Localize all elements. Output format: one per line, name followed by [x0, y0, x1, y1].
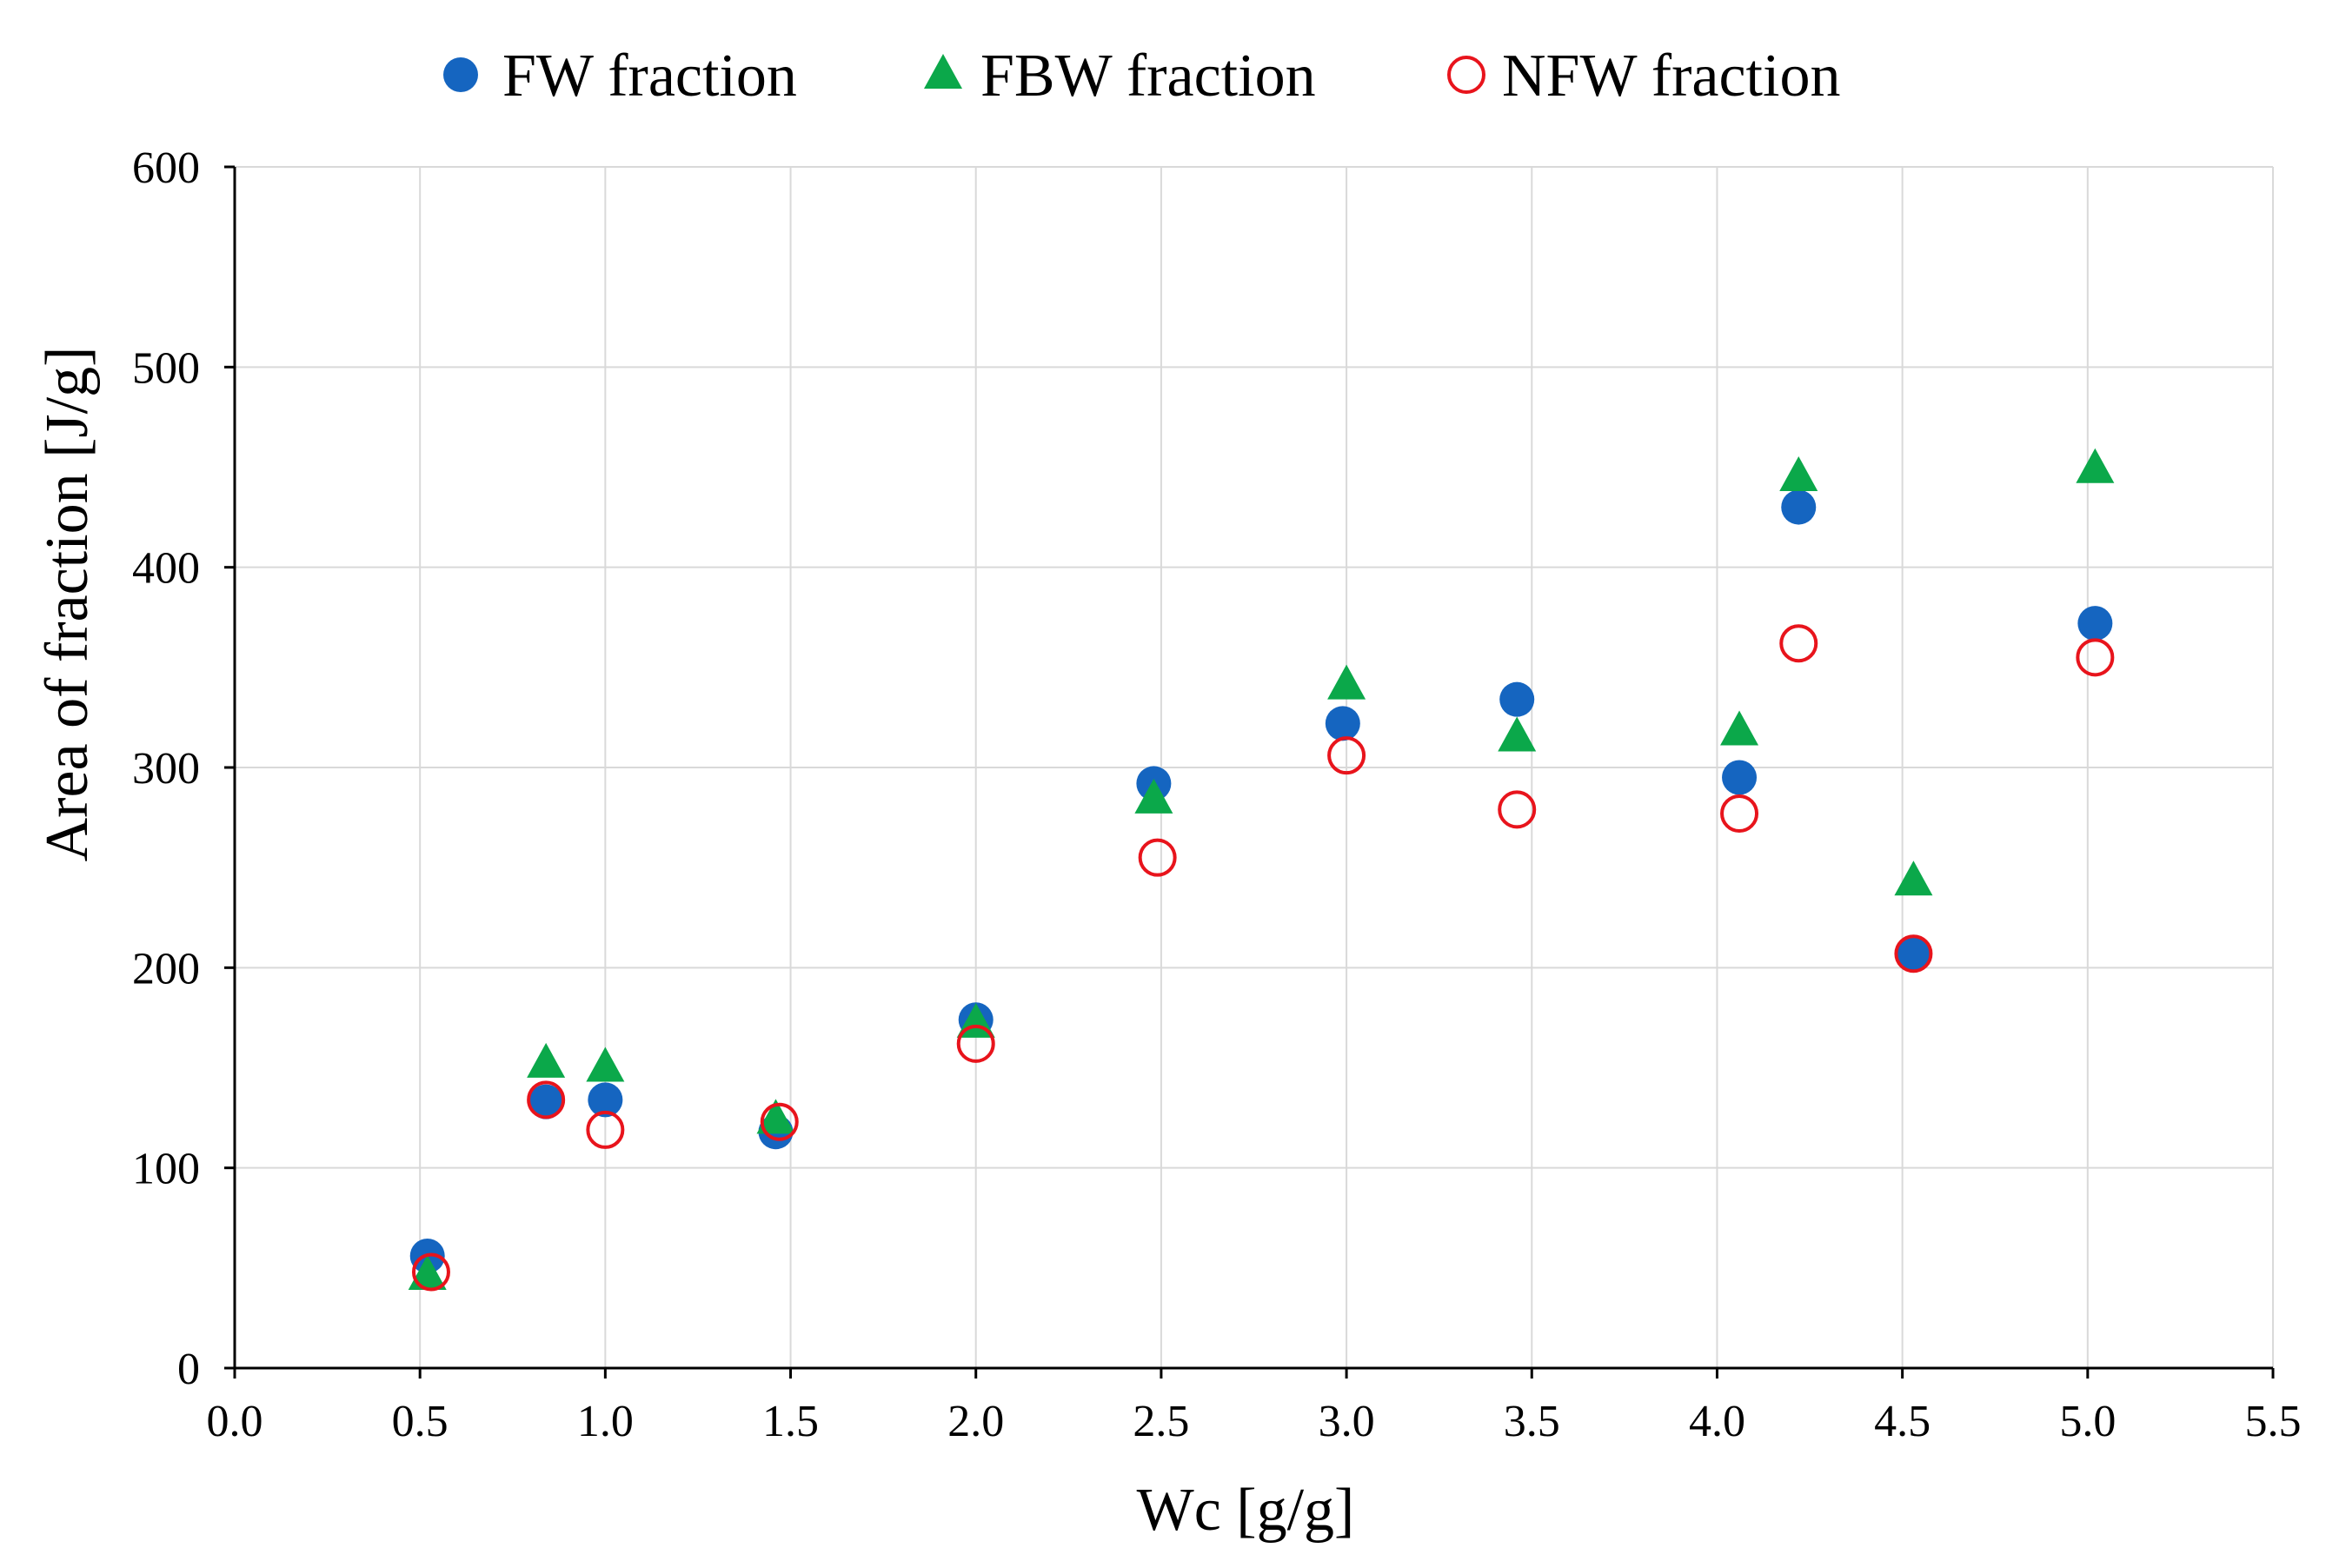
x-tick-label: 5.0 — [2059, 1397, 2116, 1446]
fbw-fraction-point — [2076, 448, 2115, 483]
legend-marker-nfw-fraction — [1447, 56, 1485, 94]
fw-fraction-point — [1781, 489, 1817, 525]
legend-item-fw-fraction: FW fraction — [443, 43, 797, 110]
fw-fraction-point — [1325, 706, 1360, 741]
y-axis-title: Area of fraction [J/g] — [34, 347, 101, 862]
legend-item-fbw-fraction: FBW fraction — [924, 43, 1316, 110]
legend-label-fbw-fraction: FBW fraction — [980, 43, 1316, 110]
x-tick-label: 4.0 — [1689, 1397, 1745, 1446]
nfw-fraction-series — [411, 624, 2115, 1292]
tick-labels: 0.0 0.5 1.0 1.5 2.0 2.5 3.0 3.5 4.0 4.5 5.0 5.5 0 100… — [132, 143, 2302, 1446]
x-tick-label: 1.0 — [577, 1397, 634, 1446]
x-tick-label: 4.5 — [1874, 1397, 1931, 1446]
nfw-fraction-point — [760, 1102, 799, 1141]
x-axis-title: Wc [g/g] — [1137, 1477, 1355, 1544]
y-tick-label: 600 — [132, 143, 200, 193]
fbw-fraction-point — [756, 1099, 795, 1134]
nfw-fraction-point — [527, 1080, 566, 1120]
fw-fraction-point — [2077, 606, 2113, 641]
fbw-fraction-point — [1894, 860, 1933, 896]
y-tick-label: 400 — [132, 544, 200, 594]
fw-fraction-point — [1722, 760, 1758, 795]
legend-marker-fw-fraction — [443, 57, 478, 92]
x-tick-label: 3.5 — [1504, 1397, 1560, 1446]
y-tick-label: 0 — [177, 1345, 200, 1394]
fw-fraction-point — [528, 1084, 564, 1120]
x-tick-label: 1.5 — [762, 1397, 819, 1446]
legend: FW fraction FBW fraction NFW fraction — [443, 43, 1840, 110]
nfw-fraction-point — [1327, 736, 1366, 775]
x-tick-label: 0.0 — [207, 1397, 263, 1446]
fbw-fraction-point — [1498, 716, 1537, 752]
nfw-fraction-point — [1138, 838, 1177, 877]
y-tick-label: 200 — [132, 944, 200, 993]
nfw-fraction-point — [1779, 624, 1818, 663]
fbw-fraction-point — [1779, 456, 1818, 492]
x-tick-label: 0.5 — [392, 1397, 449, 1446]
nfw-fraction-point — [411, 1252, 450, 1292]
gridlines — [235, 166, 2274, 1368]
fbw-fraction-point — [527, 1042, 566, 1078]
nfw-fraction-point — [586, 1110, 625, 1149]
data-points — [408, 448, 2115, 1292]
x-tick-label: 2.0 — [947, 1397, 1004, 1446]
fw-fraction-point — [588, 1082, 623, 1118]
legend-item-nfw-fraction: NFW fraction — [1447, 43, 1840, 110]
y-tick-label: 500 — [132, 343, 200, 393]
nfw-fraction-point — [1498, 790, 1537, 829]
nfw-fraction-point — [1894, 934, 1933, 973]
fbw-fraction-point — [1327, 664, 1366, 700]
fbw-fraction-point — [586, 1046, 625, 1082]
x-tick-label: 5.5 — [2245, 1397, 2302, 1446]
fbw-fraction-point — [1720, 710, 1759, 746]
axes — [224, 165, 2275, 1379]
fw-fraction-point — [1896, 936, 1931, 972]
x-tick-label: 2.5 — [1133, 1397, 1189, 1446]
fbw-fraction-point — [1134, 778, 1173, 814]
fw-fraction-point — [1499, 681, 1535, 717]
legend-label-fw-fraction: FW fraction — [502, 43, 797, 110]
y-tick-label: 100 — [132, 1145, 200, 1194]
legend-marker-fbw-fraction — [924, 54, 962, 89]
nfw-fraction-point — [1720, 794, 1759, 833]
y-tick-label: 300 — [132, 744, 200, 794]
nfw-fraction-point — [2076, 638, 2115, 677]
nfw-fraction-point — [956, 1024, 995, 1063]
x-tick-label: 3.0 — [1319, 1397, 1375, 1446]
legend-label-nfw-fraction: NFW fraction — [1502, 43, 1840, 110]
